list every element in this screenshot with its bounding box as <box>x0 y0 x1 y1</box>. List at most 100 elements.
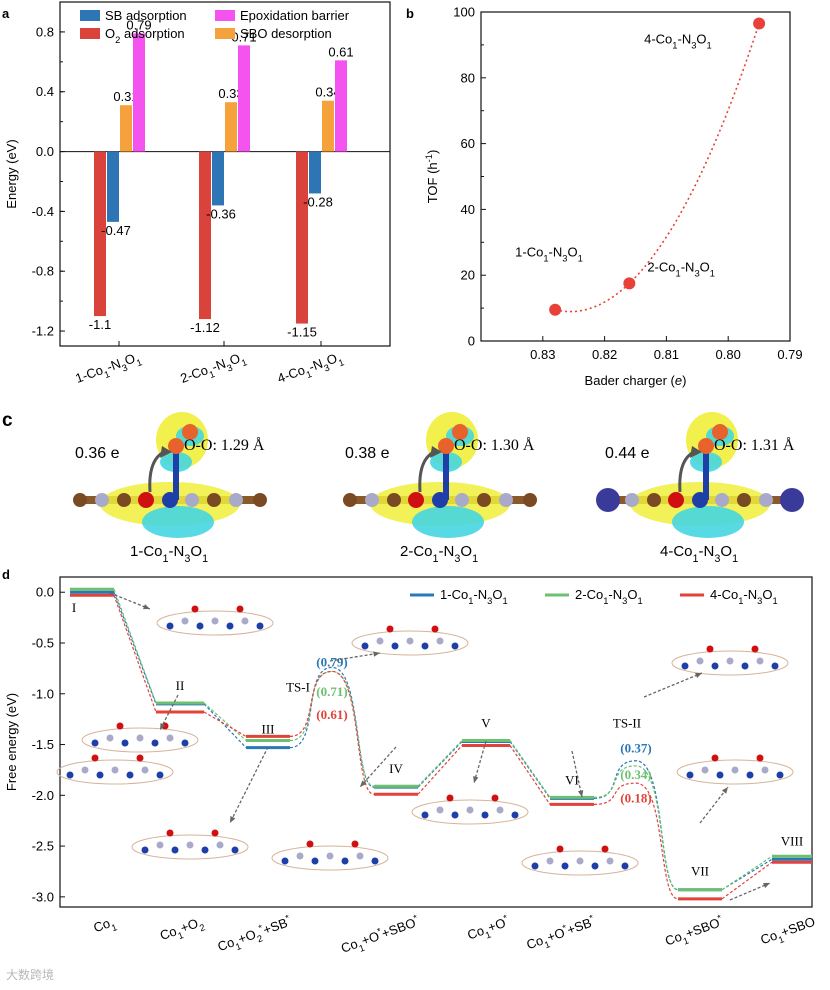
atom <box>241 617 249 625</box>
y-axis-label: Energy (eV) <box>4 139 19 208</box>
superscript: * <box>284 913 291 924</box>
y-tick-label: 0.4 <box>36 84 54 99</box>
bar-value-label: 0.31 <box>113 89 138 104</box>
x-tick-label: 0.82 <box>592 347 617 362</box>
bar-sb-adsorption <box>212 151 224 206</box>
subscript: 1 <box>682 935 690 946</box>
y-axis-label: Free energy (eV) <box>4 693 19 791</box>
arrow-head <box>160 723 166 730</box>
connector-1-co1-n3o1 <box>417 741 463 788</box>
structure-thumbnail <box>411 799 529 825</box>
subscript: 1 <box>177 930 185 941</box>
subscript: 3 <box>691 41 696 51</box>
text-run: Co <box>465 923 486 943</box>
structure-name: 4-Co1​-N3​O1​ <box>660 543 738 565</box>
bar-value-label: -1.1 <box>89 317 111 332</box>
atom <box>121 739 129 747</box>
arrow-head <box>763 883 770 889</box>
subscript: 1 <box>110 922 118 933</box>
atom <box>81 766 89 774</box>
atom <box>715 493 729 507</box>
subscript: 1 <box>772 596 777 606</box>
data-point <box>753 17 766 30</box>
structure-thumbnail <box>81 727 199 753</box>
x-tick-label: 0.80 <box>716 347 741 362</box>
x-state-label: Co1​+O2​*​+SB*​ <box>215 913 295 958</box>
subscript: 1 <box>676 268 681 278</box>
superscript: * <box>412 913 419 924</box>
oxygen-atom <box>452 424 468 440</box>
y-tick-label: 0.0 <box>36 144 54 159</box>
atom <box>73 493 87 507</box>
subscript: 1 <box>358 943 366 954</box>
connector-2-co1-n3o1 <box>113 589 157 704</box>
atom <box>625 493 639 507</box>
atom <box>711 662 719 670</box>
atom <box>421 811 429 819</box>
plot-frame <box>480 11 791 342</box>
ts-value: (0.18) <box>620 790 651 805</box>
pointer-arrow <box>359 746 397 788</box>
connector-2-co1-n3o1 <box>721 855 773 891</box>
state-label: IV <box>389 761 403 776</box>
text-run: O <box>493 915 508 933</box>
y-tick-label: 0.8 <box>36 24 54 39</box>
y-axis-label: TOF (h-1) <box>424 150 440 204</box>
text-run: O <box>227 351 242 369</box>
atom <box>408 492 424 508</box>
atom <box>211 829 219 837</box>
panel-b-letter: b <box>406 6 414 21</box>
bar-sbo-desorption <box>322 100 334 152</box>
text-run: Co <box>189 362 210 382</box>
atom <box>138 492 154 508</box>
atom <box>365 493 379 507</box>
x-tick-label: 1-Co1​-N3​O1​ <box>73 349 143 390</box>
bond-length-label: O-O: 1.29 Å <box>184 436 265 454</box>
text-run: Co <box>286 362 307 382</box>
atom <box>711 754 719 762</box>
superscript: * <box>376 926 383 937</box>
atom <box>296 852 304 860</box>
oxygen-atom <box>698 438 714 454</box>
atom <box>761 766 769 774</box>
atom <box>596 488 620 512</box>
x-state-label: Co1​+O*​ <box>465 913 513 947</box>
ts-value: (0.34) <box>620 767 651 782</box>
atom <box>136 734 144 742</box>
bar-value-label: -0.28 <box>303 194 333 209</box>
subscript: 1 <box>163 553 169 565</box>
arrow-head <box>373 651 380 657</box>
connector-4-co1-n3o1 <box>289 670 375 795</box>
atom <box>231 846 239 854</box>
atom <box>156 841 164 849</box>
subscript: 1 <box>103 369 111 380</box>
atom <box>466 806 474 814</box>
text-run: O <box>720 543 732 560</box>
subscript: 1 <box>135 357 143 368</box>
state-label: VI <box>565 772 579 787</box>
text-run: TOF (h <box>425 162 440 203</box>
y-tick-label: 60 <box>461 136 475 151</box>
subscript: 1 <box>732 553 738 565</box>
text-run: e <box>675 373 682 388</box>
x-tick-label: 0.83 <box>530 347 555 362</box>
text-run: - <box>549 245 553 260</box>
atom <box>281 857 289 865</box>
structure-thumbnail <box>676 759 794 785</box>
text-run: N <box>478 587 487 602</box>
atom <box>432 492 448 508</box>
panel-b-plot: 0 20 40 60 80 100 0.83 0.82 0.81 0.80 0.79 Bader ch… <box>424 5 803 389</box>
y-tick-label: -0.4 <box>32 204 54 219</box>
structure-thumbnail <box>671 650 789 676</box>
text-run: 1- <box>73 368 89 386</box>
pointer-arrow <box>473 740 487 784</box>
panel-a-letter: a <box>2 6 10 21</box>
pointer-arrow <box>571 750 583 798</box>
charge-density-cyan <box>412 506 484 538</box>
pointer-arrow <box>109 592 151 610</box>
subscript: 2 <box>115 35 120 45</box>
atom <box>343 493 357 507</box>
charge-density-cyan <box>672 506 744 538</box>
subscript: 1 <box>234 941 242 952</box>
subscript: 3 <box>226 362 234 373</box>
